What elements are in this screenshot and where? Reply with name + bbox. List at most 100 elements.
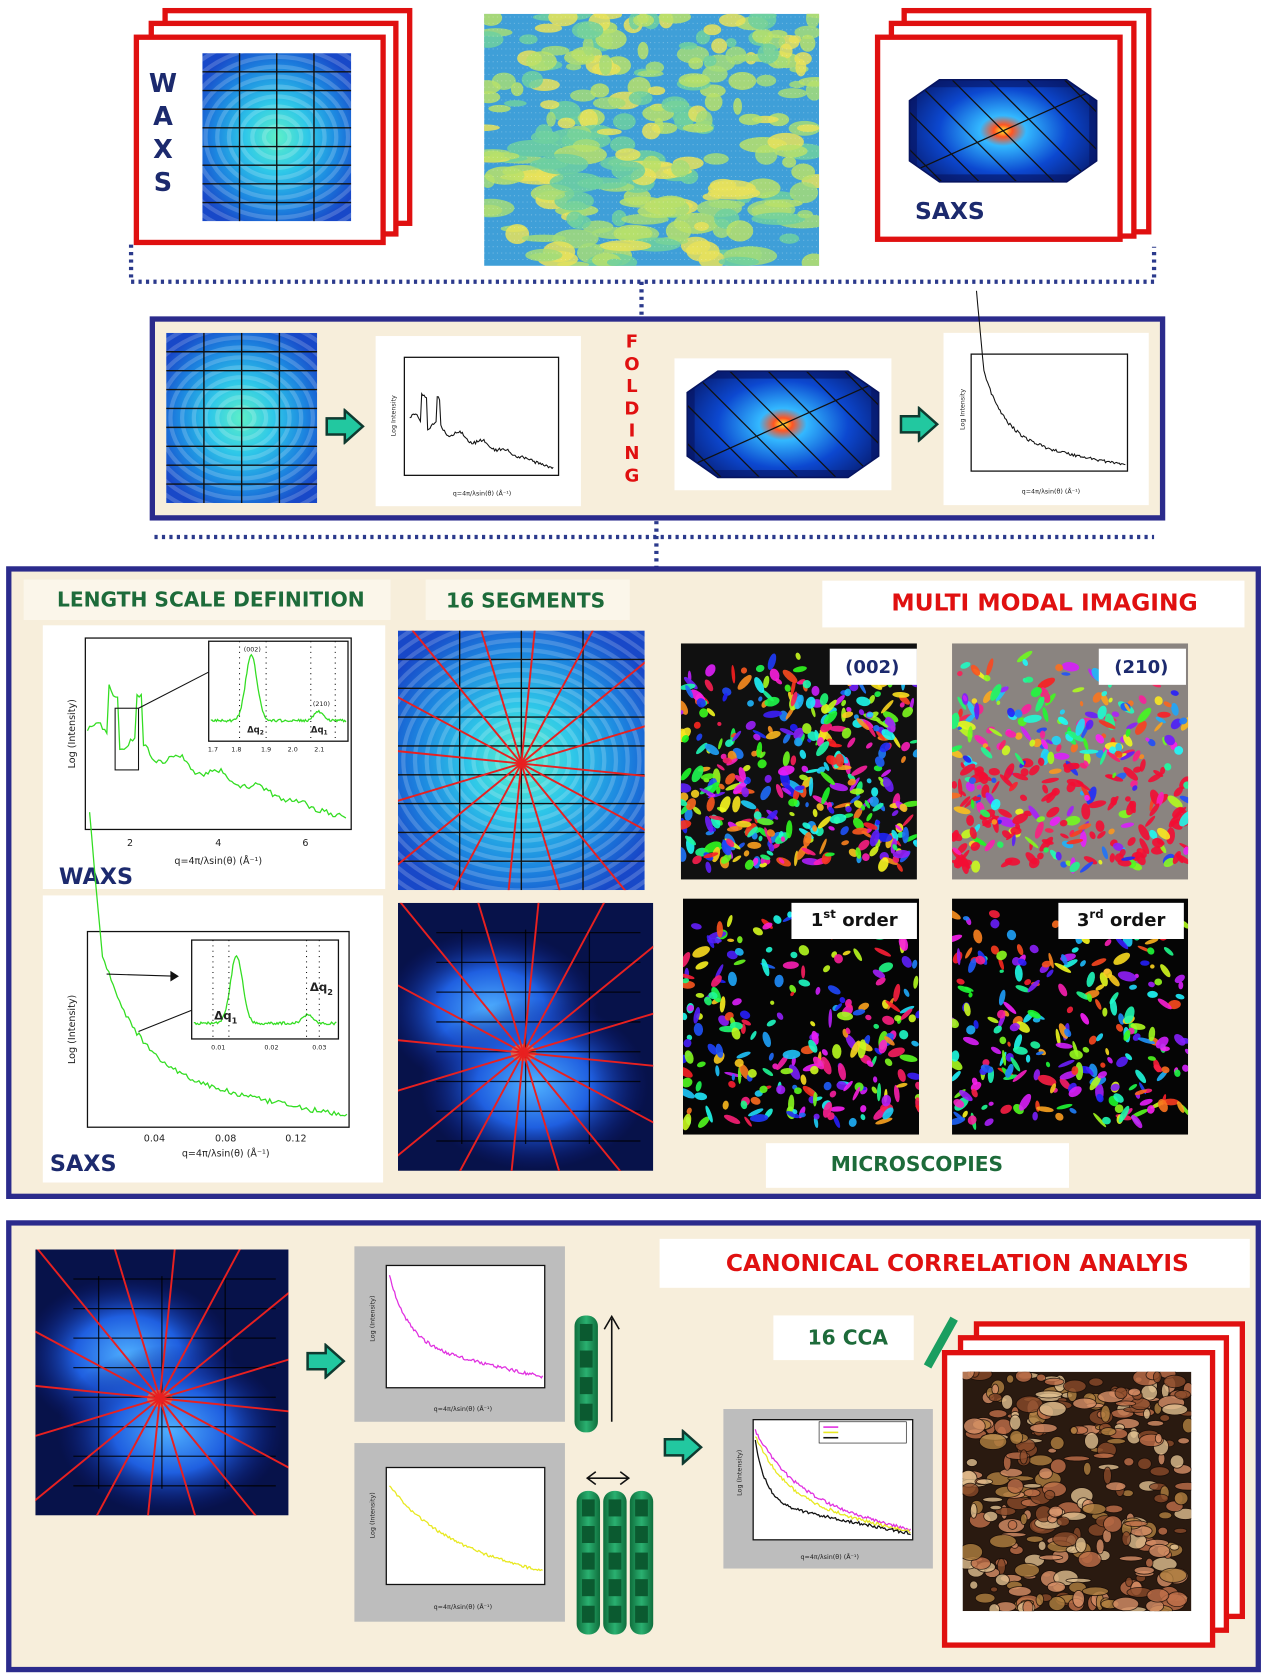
orientation-blob [803, 832, 812, 847]
length-scale-title: LENGTH SCALE DEFINITION [57, 587, 365, 611]
orientation-blob [912, 959, 918, 969]
segments-title: 16 SEGMENTS [446, 588, 605, 612]
map-blob [678, 42, 698, 50]
orientation-blob [764, 696, 780, 707]
double-arrow [585, 1471, 631, 1486]
orientation-blob [1161, 1066, 1170, 1074]
orientation-blob [1134, 1089, 1147, 1096]
segment-ray [522, 945, 654, 1054]
orientation-blob [843, 1080, 853, 1092]
map-blob [633, 13, 655, 27]
orientation-blob [820, 722, 833, 733]
orientation-blob [749, 1114, 769, 1122]
map-blob [637, 70, 664, 77]
orientation-blob [1147, 1105, 1155, 1114]
texture-blob [1146, 1588, 1170, 1603]
x-axis-label: q=4π/λsin(θ) (Å⁻¹) [182, 1147, 270, 1159]
y-axis-label: Log (Intensity) [368, 1296, 376, 1342]
texture-blob [1036, 1373, 1047, 1382]
orientation-blob [1076, 991, 1090, 1000]
orientation-blob [968, 992, 973, 998]
orientation-blob [1154, 978, 1163, 986]
image [166, 332, 318, 503]
inset-tick-label: 1.9 [261, 746, 271, 754]
orientation-blob [802, 723, 812, 734]
y-axis-label: Log (Intensity) [735, 1450, 743, 1496]
orientation-blob [834, 694, 845, 706]
orientation-blob [882, 711, 899, 723]
orientation-blob [776, 1012, 784, 1020]
orientation-blob [852, 817, 864, 830]
orientation-blob [1025, 852, 1038, 865]
orientation-blob [829, 1106, 845, 1112]
curve [755, 1436, 911, 1534]
curve [86, 684, 347, 819]
title-box [659, 1238, 1250, 1288]
image [202, 53, 352, 222]
orientation-blob [754, 677, 765, 694]
grid [714, 371, 879, 478]
orientation-blob [820, 771, 835, 785]
orientation-blob [1106, 774, 1124, 782]
orientation-blob [1110, 1083, 1120, 1091]
orientation-blob [960, 662, 971, 669]
orientation-blob [1003, 1001, 1017, 1014]
texture-blob [989, 1504, 1003, 1511]
orientation-blob [690, 923, 702, 930]
orientation-blob [740, 1010, 751, 1020]
orientation-blob [871, 1086, 878, 1094]
orientation-blob [826, 755, 838, 765]
orientation-blob [823, 710, 838, 725]
orientation-blob [1092, 692, 1102, 703]
map-blob [756, 74, 777, 87]
orientation-blob [1083, 760, 1089, 767]
orientation-blob [780, 1068, 794, 1075]
orientation-blob [829, 813, 847, 824]
orientation-blob [734, 775, 745, 783]
orientation-blob [957, 843, 968, 854]
orientation-blob [782, 751, 790, 767]
orientation-blob [745, 720, 756, 730]
orientation-blob [760, 854, 771, 860]
segment-ray [36, 1249, 161, 1399]
orientation-blob [997, 841, 1004, 848]
orientation-blob [696, 698, 706, 708]
map-blob [671, 159, 690, 178]
segment-ray [459, 1052, 525, 1171]
orientation-blob [711, 975, 722, 988]
orientation-blob [1178, 981, 1184, 990]
orientation-blob [812, 1056, 824, 1070]
orientation-blob [1105, 1048, 1110, 1056]
texture-blob [969, 1502, 978, 1519]
texture-blob [1014, 1562, 1040, 1578]
orientation-blob [853, 800, 863, 809]
orientation-blob [1139, 754, 1145, 760]
inset-tick-label: 1.8 [231, 746, 241, 754]
orientation-blob [1123, 734, 1133, 747]
orientation-blob [854, 1082, 864, 1092]
orientation-blob [835, 753, 844, 767]
orientation-blob [844, 688, 852, 697]
texture-blob [991, 1383, 999, 1395]
orientation-blob [1042, 784, 1049, 794]
orientation-blob [782, 961, 799, 969]
orientation-blob [1079, 831, 1087, 847]
map-blob [798, 76, 820, 87]
orientation-blob [742, 765, 751, 772]
orientation-blob [792, 666, 807, 673]
orientation-blob [981, 1104, 988, 1110]
orientation-blob [1050, 1083, 1057, 1094]
orientation-blob [1041, 738, 1048, 750]
cylinder-cell [608, 1525, 622, 1544]
segment-ray [452, 763, 523, 891]
texture-blob [1163, 1374, 1187, 1389]
orientation-blob [878, 857, 889, 872]
title-box [773, 1315, 914, 1361]
texture-blob [1037, 1540, 1047, 1552]
orientation-blob [1044, 828, 1054, 833]
orientation-blob [685, 684, 694, 699]
orientation-blob [781, 787, 792, 795]
orientation-blob [1075, 1062, 1084, 1081]
orientation-blob [738, 767, 746, 781]
